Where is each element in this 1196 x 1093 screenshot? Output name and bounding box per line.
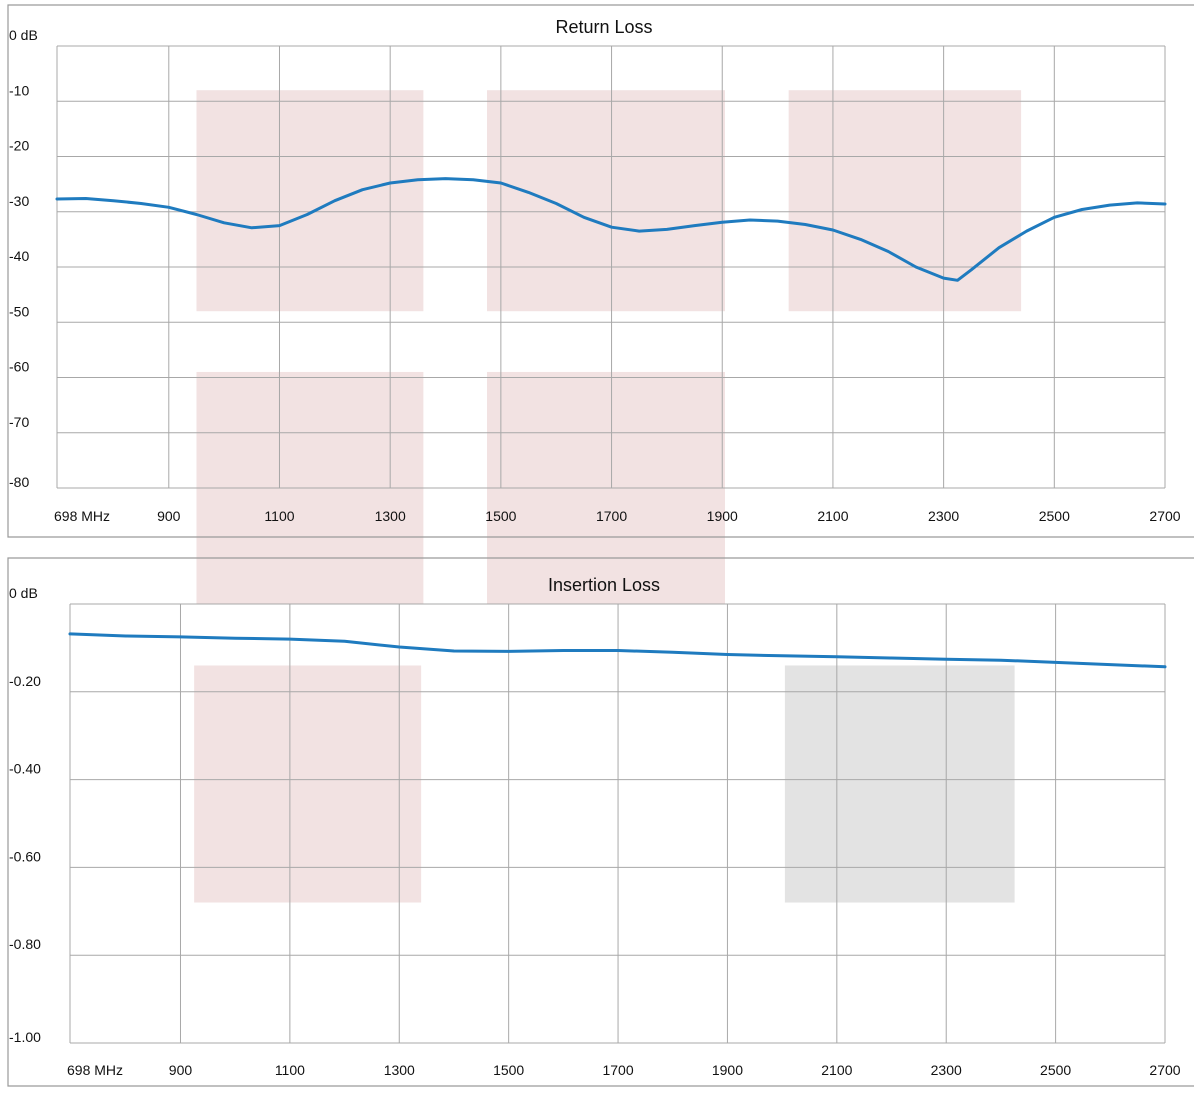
y-tick-label-1-8: -70	[9, 414, 29, 430]
x-tick-label-2-6: 1700	[602, 1062, 633, 1078]
y-tick-label-2-2: -0.20	[9, 673, 41, 689]
x-tick-label-1-10: 2500	[1039, 508, 1070, 524]
x-tick-label-2-10: 2500	[1040, 1062, 1071, 1078]
x-tick-label-2-9: 2300	[931, 1062, 962, 1078]
x-tick-label-1-8: 2100	[817, 508, 848, 524]
shaded-band-2-2	[784, 665, 1015, 903]
x-tick-label-1-5: 1500	[485, 508, 516, 524]
x-tick-label-2-3: 1100	[275, 1062, 305, 1078]
x-tick-label-2-5: 1500	[493, 1062, 524, 1078]
series-layer	[55, 177, 1167, 669]
y-tick-label-1-4: -30	[9, 193, 29, 209]
x-tick-label-1-7: 1900	[707, 508, 738, 524]
y-tick-label-1-2: -10	[9, 82, 29, 98]
y-tick-label-2-5: -0.80	[9, 936, 41, 952]
y-tick-label-1-9: -80	[9, 474, 29, 490]
shaded-band-2-1	[194, 665, 422, 903]
x-tick-label-1-9: 2300	[928, 508, 959, 524]
chart-frame-2	[7, 557, 1194, 1087]
x-tick-label-1-3: 1100	[264, 508, 294, 524]
x-tick-label-1-6: 1700	[596, 508, 627, 524]
x-tick-label-2-11: 2700	[1149, 1062, 1180, 1078]
series-line-1-1	[55, 177, 1167, 282]
grid-layer	[56, 45, 1166, 1044]
x-tick-label-2-2: 900	[169, 1062, 193, 1078]
y-tick-label-2-4: -0.60	[9, 848, 41, 864]
x-tick-label-1-2: 900	[157, 508, 181, 524]
chart-frame-1	[7, 4, 1194, 538]
chart-title-2: Insertion Loss	[548, 575, 660, 595]
x-tick-label-2-1: 698 MHz	[67, 1062, 123, 1078]
x-tick-label-1-1: 698 MHz	[54, 508, 110, 524]
y-tick-label-2-3: -0.40	[9, 761, 41, 777]
y-tick-label-1-7: -60	[9, 359, 29, 375]
shaded-band-1-3	[788, 90, 1022, 312]
y-tick-label-2-6: -1.00	[9, 1029, 41, 1045]
shaded-band-1-2	[487, 90, 726, 312]
x-tick-label-2-7: 1900	[712, 1062, 743, 1078]
shaded-band-1-1	[196, 90, 424, 312]
y-tick-label-1-1: 0 dB	[9, 27, 38, 43]
x-tick-label-1-4: 1300	[375, 508, 406, 524]
x-tick-label-1-11: 2700	[1149, 508, 1180, 524]
y-tick-label-1-3: -20	[9, 138, 29, 154]
series-line-2-1	[68, 632, 1167, 669]
labels-layer: Return Loss 0 dB -10 -20 -30 -40 -50 -60 -70 -80 6…	[9, 17, 1181, 1078]
x-tick-label-2-4: 1300	[384, 1062, 415, 1078]
frames-layer	[7, 4, 1194, 1087]
y-tick-label-1-6: -50	[9, 303, 29, 319]
y-tick-label-1-5: -40	[9, 248, 29, 264]
chart-title-1: Return Loss	[555, 17, 652, 37]
y-tick-label-2-1: 0 dB	[9, 585, 38, 601]
x-tick-label-2-8: 2100	[821, 1062, 852, 1078]
